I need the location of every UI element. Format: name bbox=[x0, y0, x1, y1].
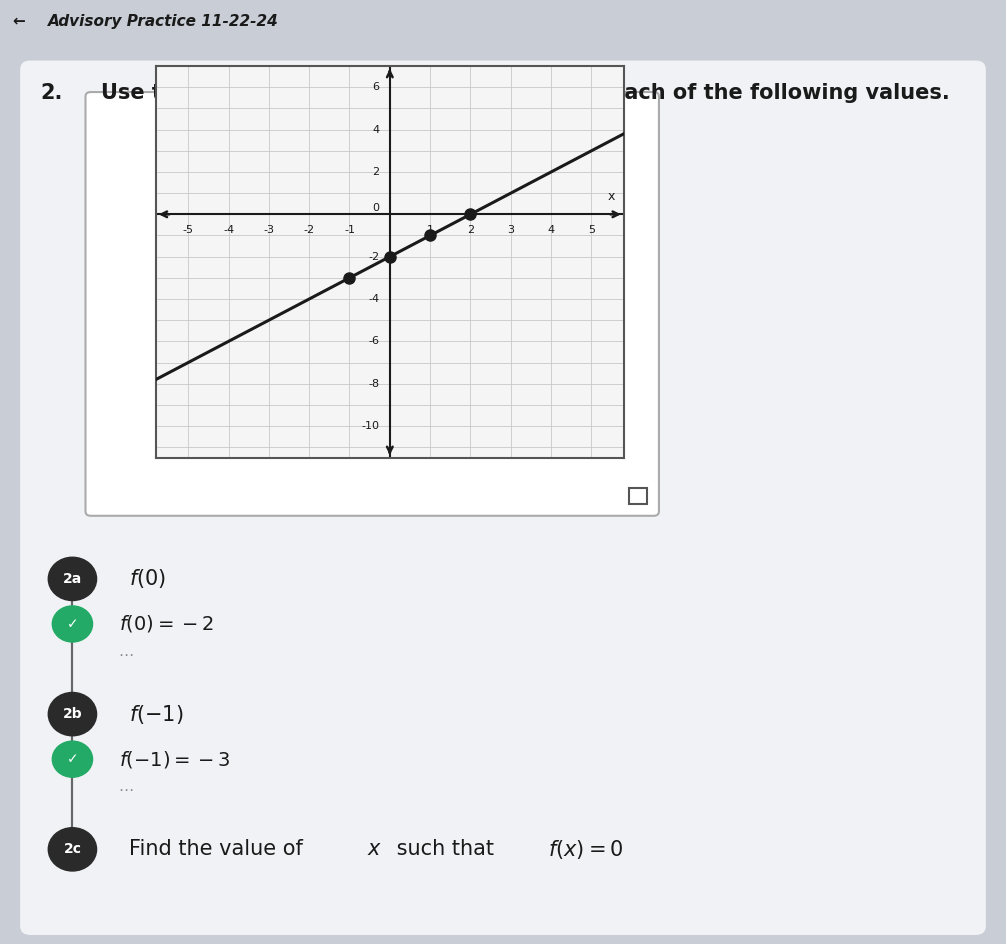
Text: 2c: 2c bbox=[63, 842, 81, 856]
Text: $x$: $x$ bbox=[367, 839, 382, 859]
Text: ✓: ✓ bbox=[66, 617, 78, 631]
FancyBboxPatch shape bbox=[86, 93, 659, 515]
Text: to find each of the following values.: to find each of the following values. bbox=[518, 83, 950, 103]
Text: such that: such that bbox=[390, 839, 501, 859]
Text: 4: 4 bbox=[547, 225, 554, 235]
Circle shape bbox=[52, 741, 93, 777]
Text: ⋯: ⋯ bbox=[119, 648, 134, 663]
Text: -4: -4 bbox=[368, 294, 379, 304]
Text: -5: -5 bbox=[183, 225, 194, 235]
Text: -3: -3 bbox=[264, 225, 275, 235]
Text: -2: -2 bbox=[368, 252, 379, 261]
Text: 2: 2 bbox=[467, 225, 474, 235]
Text: -4: -4 bbox=[223, 225, 234, 235]
Text: -6: -6 bbox=[369, 336, 379, 346]
Text: -10: -10 bbox=[362, 421, 379, 431]
Text: 0: 0 bbox=[373, 203, 379, 213]
Text: 2a: 2a bbox=[62, 572, 82, 586]
Text: Advisory Practice 11-22-24: Advisory Practice 11-22-24 bbox=[48, 14, 279, 28]
Text: ✓: ✓ bbox=[66, 752, 78, 767]
Text: 2: 2 bbox=[372, 167, 379, 177]
Text: $f(0)$: $f(0)$ bbox=[129, 567, 166, 590]
Circle shape bbox=[52, 606, 93, 642]
Text: 5: 5 bbox=[588, 225, 595, 235]
Text: -1: -1 bbox=[344, 225, 355, 235]
Text: $f(-1)$: $f(-1)$ bbox=[129, 702, 183, 726]
Text: 1: 1 bbox=[427, 225, 434, 235]
Text: 3: 3 bbox=[507, 225, 514, 235]
Text: -2: -2 bbox=[304, 225, 315, 235]
Text: 6: 6 bbox=[373, 82, 379, 93]
Text: x: x bbox=[608, 190, 616, 203]
Text: $f(x)=0$: $f(x)=0$ bbox=[548, 838, 624, 861]
Text: Find the value of: Find the value of bbox=[129, 839, 309, 859]
Text: 4: 4 bbox=[372, 125, 379, 135]
Text: ⋯: ⋯ bbox=[119, 784, 134, 799]
Text: -8: -8 bbox=[368, 379, 379, 389]
Text: $f(-1) = -3$: $f(-1) = -3$ bbox=[119, 749, 230, 769]
Text: $f(0) = -2$: $f(0) = -2$ bbox=[119, 614, 213, 634]
Text: Use the graph of the function: Use the graph of the function bbox=[101, 83, 457, 103]
Text: $f(x)$: $f(x)$ bbox=[468, 83, 504, 106]
Circle shape bbox=[48, 557, 97, 600]
FancyBboxPatch shape bbox=[20, 60, 986, 935]
Text: 2.: 2. bbox=[40, 83, 62, 103]
Text: 2b: 2b bbox=[62, 707, 82, 721]
Circle shape bbox=[48, 828, 97, 871]
Text: ←: ← bbox=[12, 14, 25, 28]
Bar bbox=[629, 488, 647, 504]
Circle shape bbox=[48, 693, 97, 735]
